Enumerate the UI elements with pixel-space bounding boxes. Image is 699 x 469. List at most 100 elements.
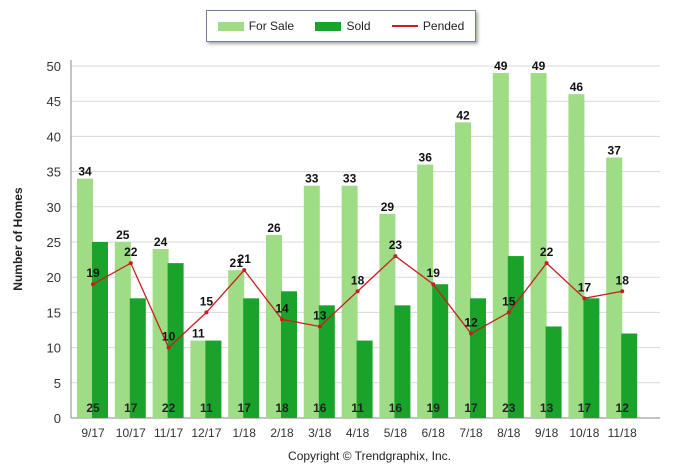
for-sale-value-label: 24 (154, 235, 168, 249)
copyright-text: Copyright © Trendgraphix, Inc. (288, 449, 451, 463)
x-tick-label: 8/18 (497, 426, 521, 440)
legend-item-sold: Sold (315, 19, 371, 33)
legend-item-pended: Pended (391, 19, 465, 33)
sold-value-label: 13 (540, 401, 554, 415)
y-tick-label: 0 (54, 411, 61, 426)
bar-for-sale (77, 178, 93, 418)
y-tick-label: 30 (47, 200, 61, 215)
pended-point (128, 261, 133, 266)
x-tick-label: 9/18 (535, 426, 559, 440)
pended-swatch (391, 25, 418, 27)
bar-for-sale (341, 185, 358, 418)
sold-value-label: 16 (313, 401, 327, 415)
sold-value-label: 17 (238, 401, 252, 415)
bar-sold (243, 298, 260, 418)
for-sale-value-label: 29 (381, 200, 395, 214)
bar-for-sale (568, 94, 585, 418)
pended-value-label: 14 (275, 301, 289, 315)
for-sale-swatch (217, 21, 244, 31)
pended-value-label: 22 (540, 245, 554, 259)
for-sale-value-label: 26 (267, 221, 281, 235)
pended-value-label: 12 (464, 316, 478, 330)
data-labels: 34 25 25 17 24 22 11 11 21 17 26 18 33 16 33 11 29 16 36 19… (78, 59, 629, 415)
pended-point (620, 289, 625, 294)
y-tick-label: 40 (47, 129, 61, 144)
x-tick-label: 7/18 (459, 426, 483, 440)
pended-value-label: 17 (578, 280, 592, 294)
pended-point (582, 296, 587, 301)
pended-point (355, 289, 360, 294)
x-tick-label: 11/18 (608, 426, 637, 440)
x-tick-label: 10/18 (569, 426, 599, 440)
pended-point (166, 345, 171, 350)
pended-value-label: 15 (200, 294, 214, 308)
pended-point (544, 261, 549, 266)
pended-point (506, 310, 511, 315)
bar-for-sale (303, 185, 320, 418)
legend-item-for-sale: For Sale (217, 19, 294, 33)
sold-value-label: 25 (86, 401, 100, 415)
for-sale-value-label: 34 (78, 165, 92, 179)
pended-point (91, 282, 95, 287)
x-tick-label: 2/18 (270, 426, 294, 440)
y-tick-label: 5 (54, 376, 61, 391)
bar-sold (621, 333, 638, 418)
legend-label-sold: Sold (346, 19, 371, 33)
bar-sold (394, 305, 411, 418)
for-sale-value-label: 36 (419, 151, 433, 165)
for-sale-value-label: 33 (305, 172, 319, 186)
bar-sold (318, 305, 335, 418)
x-tick-label: 3/18 (308, 426, 332, 440)
bar-for-sale (455, 122, 471, 418)
bar-for-sale (114, 242, 131, 418)
y-tick-label: 20 (47, 270, 61, 285)
for-sale-value-label: 25 (116, 228, 130, 242)
axes: 0 5 10 15 20 25 30 35 40 45 50 9/17 10/17 11/17 12/17 1… (47, 59, 660, 440)
for-sale-value-label: 33 (343, 172, 357, 186)
legend-label-pended: Pended (422, 19, 465, 33)
x-tick-label: 10/17 (116, 426, 146, 440)
for-sale-value-label: 37 (608, 144, 622, 158)
bar-sold (583, 298, 600, 418)
for-sale-value-label: 49 (494, 59, 508, 73)
y-tick-label: 10 (47, 341, 61, 356)
sold-value-label: 22 (162, 401, 176, 415)
pended-value-label: 19 (86, 266, 100, 280)
pended-point (280, 317, 284, 322)
sold-value-label: 11 (351, 401, 364, 415)
pended-value-label: 18 (351, 273, 365, 287)
for-sale-value-label: 46 (570, 80, 584, 94)
x-tick-label: 11/17 (154, 426, 183, 440)
pended-value-label: 23 (389, 238, 403, 252)
for-sale-value-label: 49 (532, 59, 546, 73)
pended-value-label: 15 (502, 294, 516, 308)
pended-value-label: 19 (427, 266, 441, 280)
pended-line (91, 254, 625, 350)
y-tick-label: 25 (47, 235, 61, 250)
x-tick-label: 5/18 (384, 426, 408, 440)
pended-point (469, 331, 473, 336)
x-tick-label: 6/18 (422, 426, 446, 440)
pended-point (204, 310, 209, 315)
bar-sold (470, 298, 486, 418)
bar-for-sale (190, 340, 207, 418)
pended-point (242, 268, 247, 273)
pended-point (317, 324, 322, 329)
sold-value-label: 19 (427, 401, 441, 415)
bar-for-sale (228, 270, 245, 418)
sold-value-label: 17 (578, 401, 592, 415)
pended-value-label: 10 (162, 330, 176, 344)
pended-value-label: 18 (616, 273, 630, 287)
bar-sold (507, 256, 524, 418)
x-tick-label: 12/17 (191, 426, 221, 440)
bar-for-sale (492, 73, 509, 418)
for-sale-value-label: 42 (456, 108, 470, 122)
sold-swatch (315, 21, 342, 31)
sold-value-label: 16 (389, 401, 403, 415)
bars (77, 73, 638, 418)
pended-value-label: 21 (238, 252, 252, 266)
sold-value-label: 18 (275, 401, 289, 415)
bar-sold (545, 326, 562, 418)
bar-for-sale (379, 213, 396, 418)
